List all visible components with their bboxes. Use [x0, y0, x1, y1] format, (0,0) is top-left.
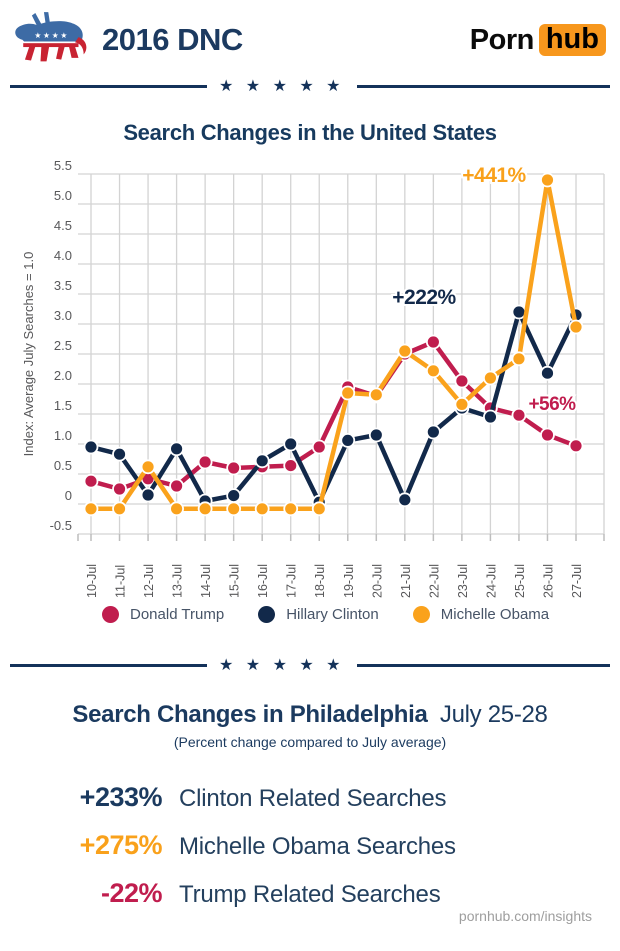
svg-text:18-Jul: 18-Jul	[313, 564, 327, 598]
obama-series-dot-icon	[412, 606, 430, 623]
svg-text:4.0: 4.0	[54, 248, 72, 263]
svg-text:+441%: +441%	[462, 164, 526, 187]
svg-text:1.0: 1.0	[54, 428, 72, 443]
pornhub-logo: Porn hub	[469, 23, 606, 57]
svg-text:1.5: 1.5	[54, 398, 72, 413]
star-divider-bottom: ★ ★ ★ ★ ★	[10, 655, 610, 675]
legend-item-trump: Donald Trump	[102, 606, 224, 623]
stat-value: +275%	[79, 830, 163, 860]
svg-text:+56%: +56%	[528, 394, 576, 415]
svg-text:19-Jul: 19-Jul	[342, 564, 356, 598]
philadelphia-title-text: Search Changes in Philadelphia	[72, 701, 428, 728]
stat-label: Clinton Related Searches	[179, 785, 447, 812]
header: ★ ★ ★ ★ 2016 DNC Porn hub	[0, 0, 620, 70]
event-title: 2016 DNC	[102, 22, 243, 57]
stat-label: Michelle Obama Searches	[179, 833, 456, 860]
line-chart: -0.5 0 0.5 1.0 1.5 2.0 2.5 3.0 3.5 4.0 4.5 5.0 5.5 10…	[21, 158, 605, 598]
dnc-donkey-logo-icon: ★ ★ ★ ★	[12, 9, 88, 72]
svg-text:★: ★	[43, 31, 50, 40]
svg-text:2.5: 2.5	[54, 338, 72, 353]
stat-label: Trump Related Searches	[179, 881, 441, 908]
svg-text:13-Jul: 13-Jul	[171, 564, 185, 598]
svg-text:24-Jul: 24-Jul	[484, 564, 498, 598]
svg-text:0.5: 0.5	[54, 458, 72, 473]
footer-site-url: pornhub.com/insights	[458, 908, 592, 924]
legend-item-obama: Michelle Obama	[412, 606, 550, 623]
svg-text:2.0: 2.0	[54, 368, 72, 383]
svg-text:★: ★	[60, 31, 67, 40]
stat-row-clinton: +233% Clinton Related Searches	[0, 782, 620, 813]
chart-legend: Donald Trump Hillary Clinton Michelle Ob…	[102, 606, 620, 623]
svg-text:3.0: 3.0	[54, 308, 72, 323]
philadelphia-title: Search Changes in Philadelphia July 25-2…	[0, 701, 620, 729]
stat-row-trump: -22% Trump Related Searches	[0, 878, 620, 909]
legend-label: Michelle Obama	[440, 606, 550, 623]
svg-text:25-Jul: 25-Jul	[513, 564, 527, 598]
star-divider-top: ★ ★ ★ ★ ★	[10, 76, 610, 96]
svg-text:4.5: 4.5	[54, 218, 72, 233]
svg-text:Index: Average July Searches =: Index: Average July Searches = 1.0	[21, 252, 36, 457]
svg-text:+222%: +222%	[392, 286, 456, 309]
stat-row-obama: +275% Michelle Obama Searches	[0, 830, 620, 861]
svg-text:21-Jul: 21-Jul	[399, 564, 413, 598]
philadelphia-date-range: July 25-28	[439, 701, 548, 728]
svg-text:0: 0	[65, 488, 72, 503]
svg-text:11-Jul: 11-Jul	[114, 565, 128, 598]
chart-title: Search Changes in the United States	[123, 120, 497, 145]
divider-line	[356, 663, 610, 667]
svg-text:★: ★	[34, 31, 41, 40]
svg-text:23-Jul: 23-Jul	[456, 564, 470, 598]
legend-label: Hillary Clinton	[286, 606, 379, 623]
svg-text:14-Jul: 14-Jul	[199, 564, 213, 598]
svg-text:27-Jul: 27-Jul	[570, 564, 584, 598]
stars-icon: ★ ★ ★ ★ ★	[219, 78, 345, 95]
svg-text:16-Jul: 16-Jul	[256, 564, 270, 598]
divider-line	[10, 663, 207, 667]
svg-text:★: ★	[52, 31, 59, 40]
svg-text:-0.5: -0.5	[50, 518, 72, 533]
svg-text:26-Jul: 26-Jul	[541, 564, 555, 598]
pornhub-logo-porn: Porn	[469, 23, 535, 56]
pornhub-logo-hub: hub	[538, 23, 606, 57]
svg-text:5.0: 5.0	[54, 188, 72, 203]
svg-text:10-Jul: 10-Jul	[85, 564, 99, 598]
clinton-series-dot-icon	[258, 606, 276, 623]
philadelphia-subtitle: (Percent change compared to July average…	[173, 734, 447, 750]
svg-text:15-Jul: 15-Jul	[228, 564, 242, 598]
stat-value: -22%	[100, 878, 163, 908]
stats-list: +233% Clinton Related Searches +275% Mic…	[0, 782, 620, 909]
legend-label: Donald Trump	[130, 606, 225, 623]
svg-text:5.5: 5.5	[54, 158, 72, 173]
divider-line	[10, 84, 207, 88]
divider-line	[356, 84, 610, 88]
trump-series-dot-icon	[102, 606, 119, 623]
svg-text:17-Jul: 17-Jul	[285, 564, 299, 598]
svg-text:3.5: 3.5	[54, 278, 72, 293]
legend-item-clinton: Hillary Clinton	[258, 606, 379, 623]
stat-value: +233%	[79, 782, 163, 812]
svg-text:12-Jul: 12-Jul	[142, 564, 156, 598]
svg-text:20-Jul: 20-Jul	[370, 564, 384, 598]
svg-text:22-Jul: 22-Jul	[427, 564, 441, 598]
stars-icon: ★ ★ ★ ★ ★	[219, 657, 345, 674]
